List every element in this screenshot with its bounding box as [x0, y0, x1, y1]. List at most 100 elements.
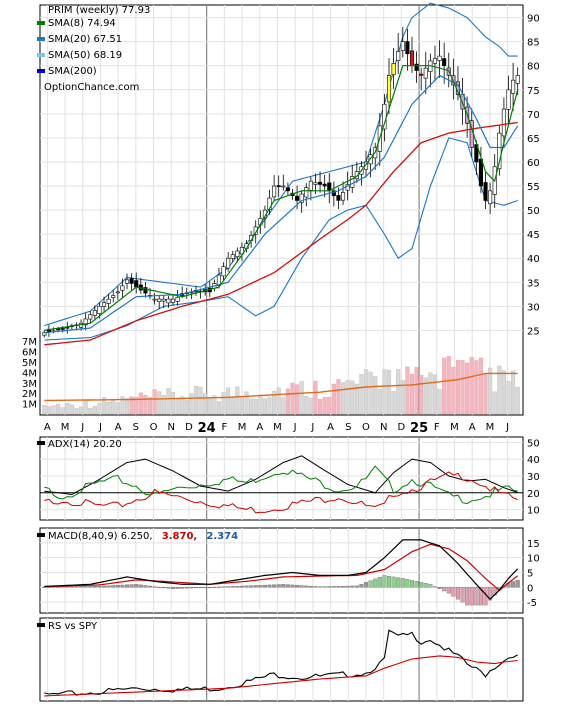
x-tick-label: A — [44, 422, 51, 433]
rs-legend-swatch — [37, 623, 45, 627]
candle-body — [304, 187, 309, 198]
macd-hist-bar — [198, 587, 203, 589]
candle-body — [313, 182, 318, 185]
candle-body — [363, 161, 369, 170]
macd-hist-bar — [432, 586, 437, 588]
macd-tick-label: 15 — [527, 539, 540, 550]
macd-hist-bar — [60, 586, 65, 588]
macd-title-main: MACD(8,40,9) 6.250, — [48, 531, 153, 542]
volume-bar — [432, 374, 438, 415]
volume-bar — [437, 388, 442, 415]
macd-hist-bar — [226, 586, 231, 588]
volume-bar — [285, 388, 290, 415]
volume-bar — [115, 402, 120, 415]
volume-bar — [221, 392, 226, 415]
candle-body — [143, 287, 148, 294]
volume-bar — [230, 396, 235, 415]
candle-body — [350, 176, 355, 188]
volume-bar — [368, 371, 373, 415]
macd-hist-bar — [446, 587, 451, 594]
candle-body — [97, 306, 102, 314]
candle-body — [170, 298, 176, 303]
candle-body — [391, 63, 396, 76]
legend-sma50: SMA(50) 68.19 — [48, 50, 122, 61]
macd-hist-bar — [478, 587, 483, 606]
candle-body — [396, 51, 401, 61]
macd-hist-bar — [171, 587, 175, 589]
adx-title: ADX(14) 20.20 — [48, 439, 122, 450]
macd-hist-bar — [166, 587, 171, 589]
candle-body — [483, 182, 488, 201]
volume-bar — [396, 368, 401, 415]
macd-tick-label: -5 — [527, 598, 537, 609]
macd-hist-bar — [83, 586, 88, 588]
moving-averages — [44, 65, 519, 346]
macd-hist-bar — [148, 585, 152, 588]
volume-bar — [106, 402, 111, 415]
volume-bar — [391, 391, 396, 415]
volume-bar — [492, 391, 497, 415]
macd-hist-bar — [465, 587, 470, 606]
macd-hist-bar — [143, 585, 148, 588]
volume-bar — [235, 386, 240, 415]
macd-tick-label: 10 — [527, 554, 540, 565]
macd-hist-bar — [134, 584, 139, 588]
volume-tick-label: 6M — [22, 348, 37, 359]
candle-body — [120, 285, 125, 291]
volume-bar — [341, 382, 346, 415]
macd-hist-bar — [364, 582, 369, 588]
x-axis: A M J J A S O N D 24 F M A M J J A S O N D 25 F M A M J — [44, 421, 509, 436]
volume-bar — [97, 402, 102, 415]
candle-body — [336, 195, 341, 201]
macd-hist-bar — [212, 586, 217, 588]
volume-bar — [74, 408, 79, 415]
volume-bar — [304, 395, 309, 415]
candle-body — [83, 318, 88, 326]
volume-bar — [382, 369, 387, 415]
candle-body — [166, 298, 171, 304]
volume-bar — [336, 379, 341, 415]
volume-tick-label: 1M — [22, 400, 37, 411]
adx-series-line — [44, 471, 518, 514]
macd-hist-bar — [102, 585, 107, 588]
macd-hist-bar — [115, 585, 120, 588]
volume-bar — [511, 370, 516, 415]
volume-tick-label: 4M — [22, 368, 37, 379]
volume-bar — [166, 388, 171, 415]
rs-title: RS vs SPY — [48, 621, 98, 632]
candle-body — [299, 193, 304, 203]
volume-bar — [56, 403, 61, 415]
volume-bar — [226, 387, 231, 415]
volume-bar — [249, 398, 254, 415]
candle-body — [124, 279, 130, 284]
rs-series-line — [44, 629, 518, 696]
watermark: OptionChance.com — [44, 82, 139, 93]
x-tick-label: A — [327, 422, 334, 433]
macd-hist-bar — [244, 585, 249, 588]
volume-bar — [478, 357, 483, 415]
macd-y-axis: -5 0 5 10 15 — [527, 539, 540, 609]
volume-bar — [253, 398, 258, 415]
macd-hist-bar — [437, 587, 442, 589]
volume-bar — [111, 399, 116, 415]
candle-body — [235, 250, 240, 257]
macd-hist-bar — [267, 584, 272, 588]
volume-bar — [331, 383, 336, 415]
macd-hist-bar — [336, 586, 341, 588]
macd-hist-bar — [180, 587, 185, 589]
x-tick-label: F — [221, 422, 227, 433]
volume-bar — [442, 357, 447, 415]
macd-hist-bar — [285, 584, 290, 588]
macd-lines — [44, 539, 519, 600]
x-tick-label: J — [310, 422, 314, 433]
volume-bar — [515, 386, 520, 415]
price-tick-label: 40 — [527, 254, 540, 265]
volume-bar — [419, 374, 424, 415]
candle-body — [515, 75, 520, 84]
candle-body — [341, 192, 346, 201]
price-tick-label: 80 — [527, 62, 540, 73]
macd-hist-bar — [511, 581, 516, 588]
macd-hist-bar — [111, 585, 116, 588]
volume-bar — [60, 407, 65, 415]
